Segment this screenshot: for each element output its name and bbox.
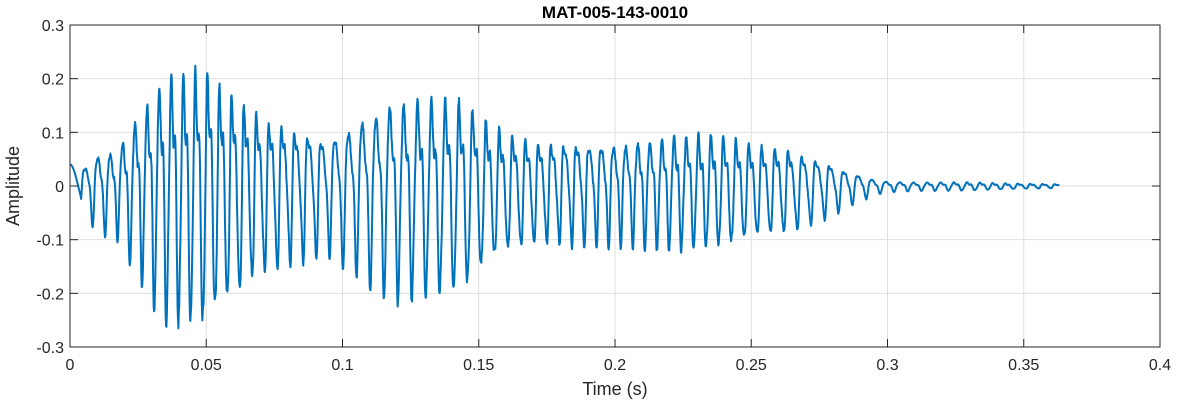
chart-title: MAT-005-143-0010: [542, 3, 688, 22]
y-tick-label: 0.2: [42, 72, 64, 89]
y-tick-label: -0.1: [36, 233, 64, 250]
waveform-series-line: [69, 64, 1060, 330]
x-tick-label: 0.4: [1149, 357, 1171, 374]
x-tick-label: 0.05: [191, 357, 222, 374]
y-tick-label: 0.1: [42, 125, 64, 142]
x-tick-label: 0.2: [604, 357, 626, 374]
x-axis-label: Time (s): [582, 379, 647, 399]
y-tick-label: -0.3: [36, 340, 64, 357]
y-tick-label: 0: [55, 179, 64, 196]
y-tick-label: 0.3: [42, 18, 64, 35]
x-tick-label: 0.25: [736, 357, 767, 374]
y-axis-label: Amplitude: [3, 146, 23, 226]
x-tick-label: 0.3: [876, 357, 898, 374]
axis-ticks: 0 0.05 0.1 0.15 0.2 0.25 0.3 0.35 0.4 -0.3 -0.2 -0.…: [36, 18, 1171, 374]
x-tick-label: 0: [66, 357, 75, 374]
x-tick-label: 0.15: [463, 357, 494, 374]
y-tick-label: -0.2: [36, 286, 64, 303]
series-layer: [69, 64, 1060, 330]
x-tick-label: 0.35: [1008, 357, 1039, 374]
x-tick-label: 0.1: [331, 357, 353, 374]
